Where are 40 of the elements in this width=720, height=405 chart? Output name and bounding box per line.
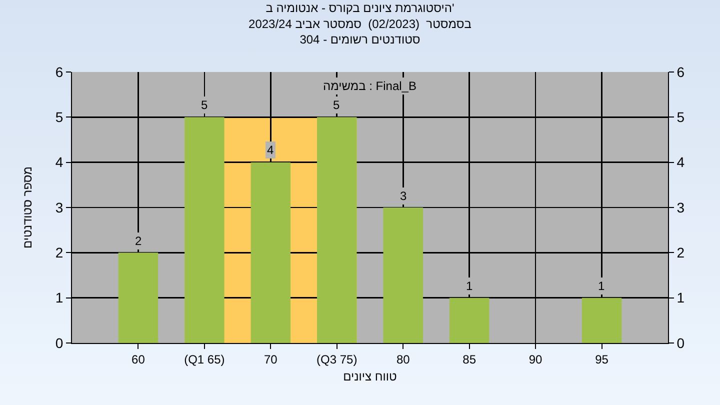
data-label: 2 (135, 234, 142, 248)
data-label: 5 (201, 98, 208, 112)
y-tick-label: 1 (55, 290, 64, 306)
data-label: 1 (466, 279, 473, 293)
x-tick-label: 80 (396, 352, 410, 366)
x-tick-label: 60 (132, 352, 146, 366)
y-tick-label: 4 (55, 154, 64, 170)
y2-tick-label: 0 (676, 334, 685, 351)
y2-tick-label: 2 (676, 244, 685, 261)
data-label: 1 (598, 279, 605, 293)
data-label: 3 (400, 189, 407, 203)
bar (383, 208, 423, 343)
bar (449, 298, 490, 343)
y2-tick-label: 5 (676, 109, 685, 126)
x-axis-title: טווח ציונים (343, 369, 398, 384)
x-tick-label: (Q3 75) (316, 352, 358, 366)
y2-tick-label: 6 (676, 64, 685, 80)
chart-title: היסטוגרמת ציונים בקורס - אנטומיה ב' בסמסטר (02/2023) סמסטר אביב 2023/24 סטודנטים רשומים - 304 (248, 1, 472, 46)
bar (250, 162, 291, 343)
bar (582, 298, 622, 343)
x-tick-label: (Q1 65) (184, 352, 225, 366)
y-axis-title: מספר סטודנטים (20, 166, 35, 249)
bar (184, 117, 224, 343)
bar (118, 252, 158, 343)
y-tick-label: 0 (55, 334, 64, 351)
data-label: 4 (267, 143, 274, 157)
annotation: במשימה : Final_B (323, 79, 416, 93)
data-label: 5 (333, 98, 340, 112)
y2-tick-label: 4 (676, 154, 685, 170)
y-tick-label: 5 (55, 109, 64, 126)
y2-tick-label: 1 (676, 290, 685, 306)
y-tick-label: 3 (55, 199, 64, 216)
y2-tick-label: 3 (676, 199, 685, 216)
y-tick-label: 2 (55, 244, 64, 261)
x-tick-label: 70 (264, 352, 278, 366)
x-tick-label: 95 (595, 352, 609, 366)
y-tick-label: 6 (55, 64, 64, 80)
bar (317, 117, 357, 343)
x-tick-label: 90 (528, 352, 543, 366)
x-tick-label: 85 (462, 352, 476, 366)
